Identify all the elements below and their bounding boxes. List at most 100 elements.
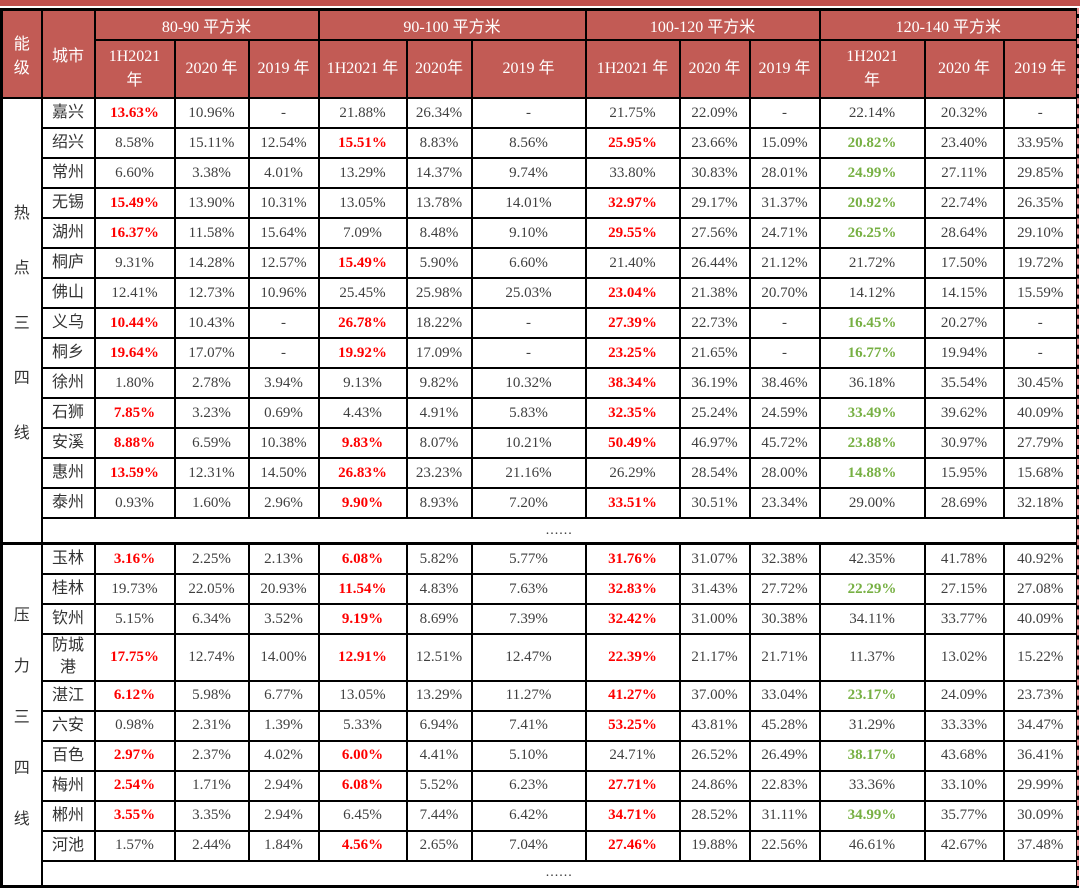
year-header: 1H2021 年	[584, 39, 681, 99]
value-cell: 21.72%	[818, 247, 926, 279]
value-cell: 13.29%	[317, 157, 408, 189]
value-cell: 8.83%	[405, 127, 473, 159]
value-cell: -	[1002, 337, 1079, 369]
city-cell: 湛江	[40, 679, 96, 712]
value-cell: 22.73%	[678, 307, 751, 339]
value-cell: 8.07%	[405, 427, 473, 459]
value-cell: 15.49%	[317, 247, 408, 279]
value-cell: 36.41%	[1002, 739, 1079, 772]
value-cell: 10.38%	[247, 427, 320, 459]
value-cell: 14.00%	[247, 633, 320, 682]
value-cell: -	[247, 307, 320, 339]
value-cell: 27.71%	[584, 769, 681, 802]
value-cell: 26.52%	[678, 739, 751, 772]
value-cell: 6.59%	[173, 427, 250, 459]
value-cell: 31.37%	[748, 187, 821, 219]
value-cell: 6.45%	[317, 799, 408, 832]
value-cell: 19.94%	[923, 337, 1005, 369]
value-cell: 32.35%	[584, 397, 681, 429]
value-cell: 46.97%	[678, 427, 751, 459]
value-cell: 42.35%	[818, 542, 926, 575]
value-cell: 39.62%	[923, 397, 1005, 429]
value-cell: 10.31%	[247, 187, 320, 219]
city-cell: 嘉兴	[40, 97, 96, 129]
city-cell: 桂林	[40, 573, 96, 605]
value-cell: 23.88%	[818, 427, 926, 459]
value-cell: 3.16%	[93, 542, 176, 575]
value-cell: 24.99%	[818, 157, 926, 189]
value-cell: 4.01%	[247, 157, 320, 189]
value-cell: 5.77%	[470, 542, 587, 575]
value-cell: 15.09%	[748, 127, 821, 159]
table-row: 郴州 3.55% 3.35% 2.94% 6.45% 7.44% 6.42% 34.71% 28…	[2, 799, 1079, 832]
value-cell: 13.78%	[405, 187, 473, 219]
table-row: 常州 6.60% 3.38% 4.01% 13.29% 14.37% 9.74% 33.80%…	[2, 157, 1079, 189]
year-header: 2019 年	[247, 39, 320, 99]
value-cell: 9.10%	[470, 217, 587, 249]
value-cell: 16.45%	[818, 307, 926, 339]
value-cell: 3.38%	[173, 157, 250, 189]
value-cell: 29.55%	[584, 217, 681, 249]
value-cell: 19.64%	[93, 337, 176, 369]
value-cell: 6.12%	[93, 679, 176, 712]
table-row: 佛山 12.41% 12.73% 10.96% 25.45% 25.98% 25.03% 23…	[2, 277, 1079, 309]
value-cell: 29.00%	[818, 487, 926, 519]
value-cell: 8.48%	[405, 217, 473, 249]
table-row: 百色 2.97% 2.37% 4.02% 6.00% 4.41% 5.10% 24.71% 26…	[2, 739, 1079, 772]
value-cell: 19.73%	[93, 573, 176, 605]
table-row: 桐乡 19.64% 17.07% -19.92% 17.09% -23.25% 21.65%…	[2, 337, 1079, 369]
top-rule	[0, 0, 1080, 6]
value-cell: 17.09%	[405, 337, 473, 369]
value-cell: 26.34%	[405, 97, 473, 129]
value-cell: 2.13%	[247, 542, 320, 575]
tier-column-header: 能 级	[0, 8, 43, 99]
value-cell: 23.25%	[584, 337, 681, 369]
value-cell: 22.56%	[748, 829, 821, 862]
value-cell: 6.23%	[470, 769, 587, 802]
city-cell: 钦州	[40, 603, 96, 635]
value-cell: 32.83%	[584, 573, 681, 605]
value-cell: 26.49%	[748, 739, 821, 772]
value-cell: 31.76%	[584, 542, 681, 575]
value-cell: 28.64%	[923, 217, 1005, 249]
value-cell: 6.60%	[93, 157, 176, 189]
value-cell: 42.67%	[923, 829, 1005, 862]
value-cell: 2.78%	[173, 367, 250, 399]
year-header: 1H2021 年	[93, 39, 176, 99]
value-cell: 11.58%	[173, 217, 250, 249]
value-cell: 15.51%	[317, 127, 408, 159]
value-cell: 2.65%	[405, 829, 473, 862]
value-cell: 31.00%	[678, 603, 751, 635]
value-cell: 15.68%	[1002, 457, 1079, 489]
value-cell: 16.77%	[818, 337, 926, 369]
value-cell: 27.08%	[1002, 573, 1079, 605]
value-cell: 28.00%	[748, 457, 821, 489]
value-cell: 30.09%	[1002, 799, 1079, 832]
value-cell: 12.51%	[405, 633, 473, 682]
value-cell: 40.09%	[1002, 603, 1079, 635]
value-cell: 37.48%	[1002, 829, 1079, 862]
value-cell: 40.09%	[1002, 397, 1079, 429]
year-header: 2020 年	[173, 39, 250, 99]
table-row: 防城 港 17.75% 12.74% 14.00% 12.91% 12.51% 12.47%…	[2, 633, 1079, 682]
value-cell: 40.92%	[1002, 542, 1079, 575]
value-cell: 19.72%	[1002, 247, 1079, 279]
value-cell: 12.57%	[247, 247, 320, 279]
value-cell: 50.49%	[584, 427, 681, 459]
value-cell: 2.94%	[247, 769, 320, 802]
value-cell: 24.86%	[678, 769, 751, 802]
city-cell: 河池	[40, 829, 96, 862]
value-cell: 28.52%	[678, 799, 751, 832]
city-column-header: 城市	[40, 8, 96, 99]
value-cell: -	[247, 337, 320, 369]
year-header: 2020 年	[678, 39, 751, 99]
value-cell: 32.97%	[584, 187, 681, 219]
value-cell: -	[470, 337, 587, 369]
table-row: 安溪 8.88% 6.59% 10.38% 9.83% 8.07% 10.21% 50.49%…	[2, 427, 1079, 459]
year-header: 2019 年	[748, 39, 821, 99]
value-cell: 24.59%	[748, 397, 821, 429]
value-cell: 23.40%	[923, 127, 1005, 159]
value-cell: 2.54%	[93, 769, 176, 802]
value-cell: 16.37%	[93, 217, 176, 249]
tier-section-2: 压力三四线玉林 3.16% 2.25% 2.13% 6.08% 5.82% 5.77% 31.…	[0, 542, 1079, 888]
